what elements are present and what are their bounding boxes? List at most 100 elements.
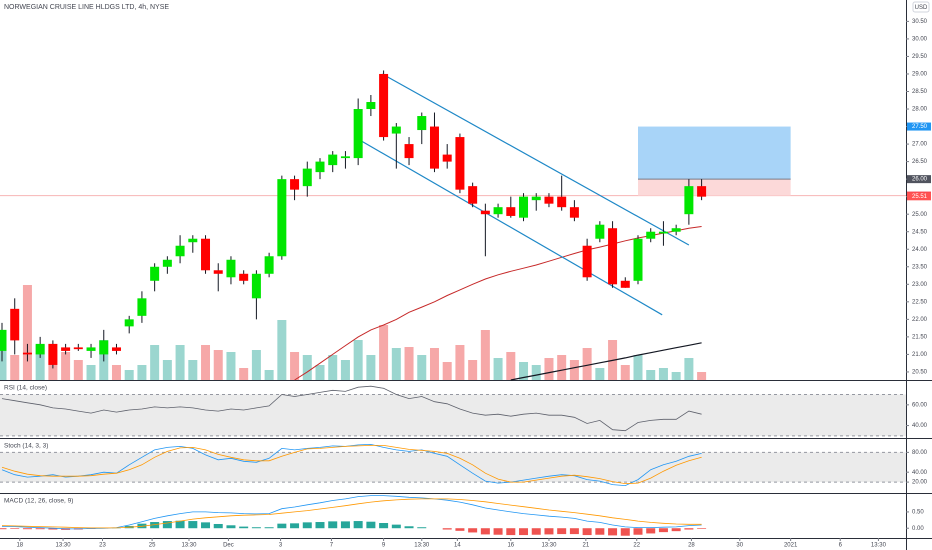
- candle-body: [429, 126, 439, 169]
- x-tick-label: 3: [279, 543, 283, 549]
- volume-bar: [658, 368, 668, 380]
- x-tick-label: 14: [454, 543, 461, 549]
- target-zone: [638, 126, 791, 180]
- candle-body: [582, 245, 592, 278]
- candle-body: [264, 256, 274, 274]
- volume-bar: [35, 345, 45, 380]
- y-tick-label: 28.00: [912, 107, 928, 113]
- x-tick-label: 21: [583, 543, 590, 549]
- x-tick-label: 13:30: [56, 543, 72, 549]
- volume-bar: [442, 362, 452, 380]
- volume-bar: [0, 350, 7, 380]
- signal-line: [1, 498, 702, 529]
- volume-bar: [366, 355, 376, 380]
- macd-histogram-bar: [150, 522, 160, 529]
- candle-body: [544, 196, 554, 204]
- candle-body: [608, 228, 618, 285]
- candle-body: [519, 196, 529, 218]
- currency: USD: [915, 5, 928, 11]
- x-tick-label: 30: [736, 543, 743, 549]
- candle-body: [569, 207, 579, 218]
- macd-histogram-bar: [315, 522, 325, 529]
- currency-box: [912, 1, 930, 13]
- candle-body: [506, 207, 516, 216]
- indicator-band: [0, 394, 906, 436]
- candle-body: [48, 343, 58, 365]
- y-tick-label: 24.00: [912, 247, 928, 253]
- moving-average: [510, 342, 702, 381]
- stoch-k-line: [1, 443, 702, 487]
- candle-body: [697, 186, 707, 197]
- macd-histogram-bar: [35, 528, 45, 530]
- y-tick-label: 24.50: [912, 229, 928, 235]
- volume-bar: [302, 355, 312, 380]
- volume-bar: [353, 340, 363, 380]
- candle-body: [353, 109, 363, 159]
- candle-body: [61, 347, 71, 351]
- candle-body: [315, 161, 325, 173]
- volume-bar: [493, 358, 503, 380]
- y-tick-label: 60.00: [912, 402, 928, 408]
- macd-histogram-bar: [302, 522, 312, 529]
- y-tick-label: 40.00: [912, 470, 928, 476]
- macd-histogram-bar: [162, 521, 172, 529]
- candle-body: [162, 259, 172, 267]
- volume-bar: [277, 320, 287, 380]
- macd-histogram-bar: [404, 526, 414, 529]
- candle-body: [493, 207, 503, 215]
- volume-bar: [124, 370, 134, 380]
- x-tick-label: 13:30: [541, 543, 557, 549]
- candle-body: [86, 347, 96, 351]
- macd-histogram-bar: [391, 524, 401, 529]
- stop-zone: [638, 179, 791, 196]
- candle-body: [226, 259, 236, 278]
- volume-bar: [697, 372, 707, 380]
- candle-body: [595, 224, 605, 239]
- indicator-name: MACD (12, 26, close, 9): [4, 498, 73, 505]
- y-tick-label: 28.50: [912, 89, 928, 95]
- macd-histogram-bar: [188, 521, 198, 529]
- macd-histogram-bar: [646, 528, 656, 534]
- volume-bar: [111, 365, 121, 380]
- candle-body: [531, 196, 541, 201]
- macd-histogram-bar: [239, 526, 249, 529]
- x-tick-label: 28: [688, 543, 695, 549]
- macd-histogram-bar: [569, 528, 579, 535]
- candle-body: [379, 73, 389, 138]
- volume-bar: [188, 360, 198, 380]
- candle-body: [468, 186, 478, 204]
- macd-histogram-bar: [671, 528, 681, 532]
- volume-bar: [162, 360, 172, 380]
- candle-body: [201, 238, 211, 271]
- candle-body: [366, 102, 376, 110]
- volume-bar: [61, 352, 71, 380]
- candle-body: [620, 280, 630, 288]
- macd-histogram-bar: [684, 528, 694, 530]
- y-tick-label: 30.00: [912, 36, 928, 42]
- macd-histogram-bar: [226, 525, 236, 529]
- candle-body: [455, 137, 465, 190]
- x-tick-label: 13:30: [871, 543, 887, 549]
- macd-histogram-bar: [417, 527, 427, 529]
- volume-bar: [201, 345, 211, 380]
- volume-bar: [290, 352, 300, 380]
- candle-body: [251, 273, 261, 299]
- candle-body: [124, 319, 134, 327]
- macd-histogram-bar: [22, 528, 32, 530]
- candle-body: [188, 238, 198, 243]
- volume-bar: [175, 345, 185, 380]
- macd-histogram-bar: [340, 521, 350, 529]
- volume-bar: [417, 355, 427, 380]
- y-tick-label: 21.00: [912, 352, 928, 358]
- y-tick-label: 0.50: [912, 510, 924, 516]
- candle-body: [213, 270, 223, 274]
- macd-histogram-bar: [608, 528, 618, 536]
- macd-histogram-bar: [468, 528, 478, 533]
- volume-bar: [340, 360, 350, 380]
- candle-body: [99, 340, 109, 355]
- candle-body: [480, 210, 490, 215]
- macd-histogram-bar: [213, 523, 223, 529]
- y-tick-label: 26.50: [912, 159, 928, 165]
- volume-bar: [150, 345, 160, 380]
- macd-histogram-bar: [697, 528, 707, 529]
